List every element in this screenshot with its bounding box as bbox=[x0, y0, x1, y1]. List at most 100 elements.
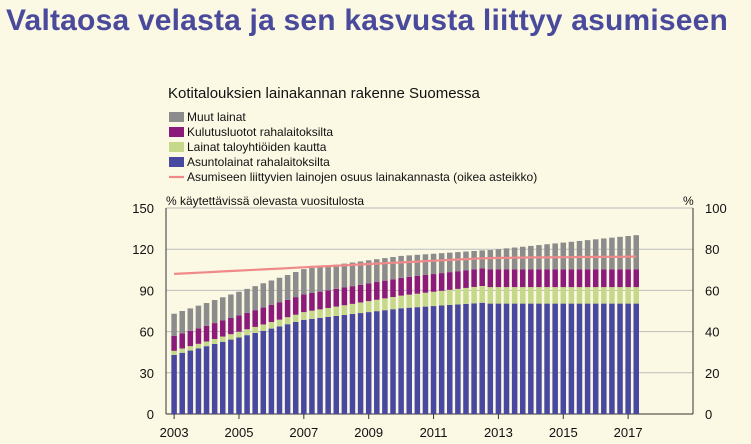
bar-taloyhtio bbox=[398, 295, 404, 309]
bar-taloyhtio bbox=[260, 324, 267, 331]
bar-taloyhtio bbox=[447, 289, 453, 305]
left-tick-label: 0 bbox=[147, 407, 154, 422]
x-tick-label: 2009 bbox=[354, 425, 383, 440]
bar-muut bbox=[171, 313, 177, 336]
bar-taloyhtio bbox=[187, 346, 194, 351]
bar-kulutus bbox=[309, 293, 315, 311]
bar-kulutus bbox=[382, 280, 388, 299]
bar-taloyhtio bbox=[414, 293, 421, 308]
bar-kulutus bbox=[511, 269, 518, 288]
bar-kulutus bbox=[357, 284, 364, 303]
bar-asuntolainat bbox=[292, 321, 299, 414]
bar-asuntolainat bbox=[463, 303, 469, 414]
right-axis-label: % bbox=[683, 194, 694, 208]
bar-taloyhtio bbox=[284, 317, 291, 325]
legend-label-asuntolainat: Asuntolainat rahalaitoksilta bbox=[187, 155, 330, 169]
bar-asuntolainat bbox=[382, 310, 388, 414]
left-tick-label: 150 bbox=[132, 201, 154, 216]
legend-swatch-taloyhtio bbox=[169, 142, 184, 152]
bar-asuntolainat bbox=[309, 318, 315, 414]
bar-asuntolainat bbox=[236, 337, 242, 414]
bar-asuntolainat bbox=[325, 316, 331, 414]
bar-taloyhtio bbox=[179, 348, 185, 353]
bar-taloyhtio bbox=[560, 287, 567, 304]
bar-kulutus bbox=[455, 271, 461, 289]
bar-kulutus bbox=[544, 269, 550, 288]
bar-asuntolainat bbox=[333, 315, 340, 414]
right-tick-label: 0 bbox=[705, 407, 712, 422]
bar-taloyhtio bbox=[317, 309, 323, 318]
bar-kulutus bbox=[560, 269, 567, 288]
legend-label-taloyhtio: Lainat taloyhtiöiden kautta bbox=[187, 140, 327, 154]
bar-asuntolainat bbox=[503, 303, 510, 414]
bar-asuntolainat bbox=[601, 303, 607, 414]
x-tick-label: 2003 bbox=[160, 425, 189, 440]
bar-asuntolainat bbox=[422, 306, 429, 414]
bar-muut bbox=[576, 240, 583, 270]
bar-kulutus bbox=[495, 269, 502, 288]
bar-kulutus bbox=[374, 282, 380, 300]
bar-muut bbox=[455, 252, 461, 272]
bar-asuntolainat bbox=[495, 303, 502, 414]
bar-taloyhtio bbox=[252, 326, 258, 333]
bar-taloyhtio bbox=[325, 307, 331, 317]
bar-asuntolainat bbox=[552, 303, 558, 414]
bar-muut bbox=[244, 288, 250, 313]
bar-taloyhtio bbox=[633, 287, 640, 304]
bar-muut bbox=[252, 286, 258, 311]
bar-asuntolainat bbox=[536, 303, 542, 414]
bar-kulutus bbox=[203, 325, 210, 342]
right-tick-label: 100 bbox=[705, 201, 727, 216]
bar-kulutus bbox=[625, 269, 631, 288]
bar-taloyhtio bbox=[341, 305, 348, 315]
bar-asuntolainat bbox=[284, 324, 291, 414]
bar-asuntolainat bbox=[455, 304, 461, 414]
bar-kulutus bbox=[244, 312, 250, 330]
bar-kulutus bbox=[268, 304, 275, 322]
bar-taloyhtio bbox=[609, 287, 615, 304]
bars bbox=[171, 235, 640, 414]
bar-taloyhtio bbox=[268, 321, 275, 329]
bar-taloyhtio bbox=[422, 292, 429, 307]
bar-kulutus bbox=[422, 275, 429, 293]
bar-taloyhtio bbox=[219, 336, 226, 342]
bar-asuntolainat bbox=[528, 303, 534, 414]
bar-taloyhtio bbox=[203, 341, 210, 347]
bar-kulutus bbox=[236, 315, 242, 332]
left-tick-label: 90 bbox=[140, 283, 154, 298]
bar-muut bbox=[179, 311, 185, 334]
bar-muut bbox=[382, 258, 388, 281]
bar-muut bbox=[495, 249, 502, 270]
bar-kulutus bbox=[341, 287, 348, 306]
bar-taloyhtio bbox=[349, 303, 356, 315]
bar-muut bbox=[203, 303, 210, 326]
bar-asuntolainat bbox=[406, 307, 412, 414]
bar-muut bbox=[292, 271, 299, 298]
bar-asuntolainat bbox=[365, 312, 372, 414]
bar-muut bbox=[365, 260, 372, 284]
bar-kulutus bbox=[438, 273, 445, 291]
bar-kulutus bbox=[536, 269, 542, 288]
bar-asuntolainat bbox=[519, 303, 526, 414]
bar-kulutus bbox=[447, 272, 453, 290]
left-axis-label: % käytettävissä olevasta vuositulosta bbox=[166, 194, 364, 208]
bar-asuntolainat bbox=[374, 311, 380, 414]
bar-kulutus bbox=[260, 307, 267, 325]
bar-taloyhtio bbox=[495, 287, 502, 304]
bar-taloyhtio bbox=[552, 287, 558, 304]
bar-kulutus bbox=[487, 269, 494, 288]
bar-taloyhtio bbox=[365, 301, 372, 313]
bar-kulutus bbox=[276, 302, 283, 320]
bar-asuntolainat bbox=[317, 317, 323, 414]
bar-kulutus bbox=[528, 269, 534, 288]
bar-kulutus bbox=[633, 269, 640, 288]
legend-swatch-muut bbox=[169, 112, 184, 122]
bar-muut bbox=[268, 280, 275, 305]
bar-taloyhtio bbox=[511, 287, 518, 304]
bar-asuntolainat bbox=[479, 302, 485, 414]
bar-kulutus bbox=[414, 275, 421, 294]
bar-taloyhtio bbox=[309, 310, 315, 319]
bar-taloyhtio bbox=[357, 302, 364, 314]
bar-muut bbox=[341, 263, 348, 288]
bar-taloyhtio bbox=[592, 287, 599, 304]
